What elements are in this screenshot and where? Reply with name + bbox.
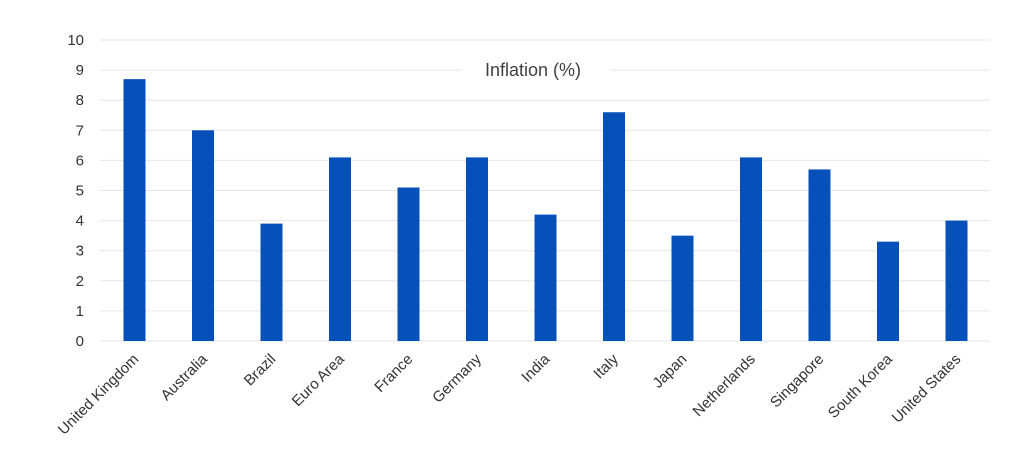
y-tick-label: 3 xyxy=(76,243,84,260)
x-category-label: Italy xyxy=(590,350,622,382)
x-category-label: Euro Area xyxy=(289,350,349,410)
y-axis-ticks: 0 1 2 3 4 5 6 7 8 9 10 xyxy=(67,32,84,350)
chart-title-background xyxy=(462,56,610,84)
y-tick-label: 10 xyxy=(67,32,84,49)
y-tick-label: 7 xyxy=(76,122,84,139)
x-category-label: Australia xyxy=(158,350,212,404)
x-category-label: United Kingdom xyxy=(55,351,142,438)
y-tick-label: 4 xyxy=(76,213,84,230)
y-tick-label: 9 xyxy=(76,62,84,79)
bar xyxy=(740,157,762,341)
x-category-label: India xyxy=(518,350,553,385)
y-tick-label: 1 xyxy=(76,303,84,320)
x-category-label: Singapore xyxy=(767,351,827,411)
bar xyxy=(877,241,899,341)
x-category-label: South Korea xyxy=(825,350,896,421)
bar xyxy=(397,187,420,341)
x-category-label: France xyxy=(371,351,416,396)
x-category-label: Netherlands xyxy=(690,351,759,420)
x-axis-category-labels: United Kingdom Australia Brazil Euro Area Fr… xyxy=(55,350,964,438)
bar xyxy=(534,214,557,341)
bar xyxy=(123,79,146,341)
y-tick-label: 6 xyxy=(76,152,84,169)
bar xyxy=(466,157,488,341)
chart-title: Inflation (%) xyxy=(485,60,581,80)
bar xyxy=(808,169,831,341)
x-category-label: Germany xyxy=(429,350,485,406)
bar xyxy=(260,223,283,341)
bar-series xyxy=(123,79,968,342)
x-category-label: Brazil xyxy=(241,351,280,390)
bar xyxy=(671,235,694,341)
y-tick-label: 2 xyxy=(76,273,84,290)
x-category-label: United States xyxy=(889,351,965,427)
y-tick-label: 5 xyxy=(76,183,84,200)
x-category-label: Japan xyxy=(649,351,690,392)
y-tick-label: 0 xyxy=(76,333,84,350)
bar xyxy=(192,130,214,341)
y-tick-label: 8 xyxy=(76,92,84,109)
bar xyxy=(603,112,625,342)
bar xyxy=(945,220,968,341)
bar xyxy=(329,157,351,341)
